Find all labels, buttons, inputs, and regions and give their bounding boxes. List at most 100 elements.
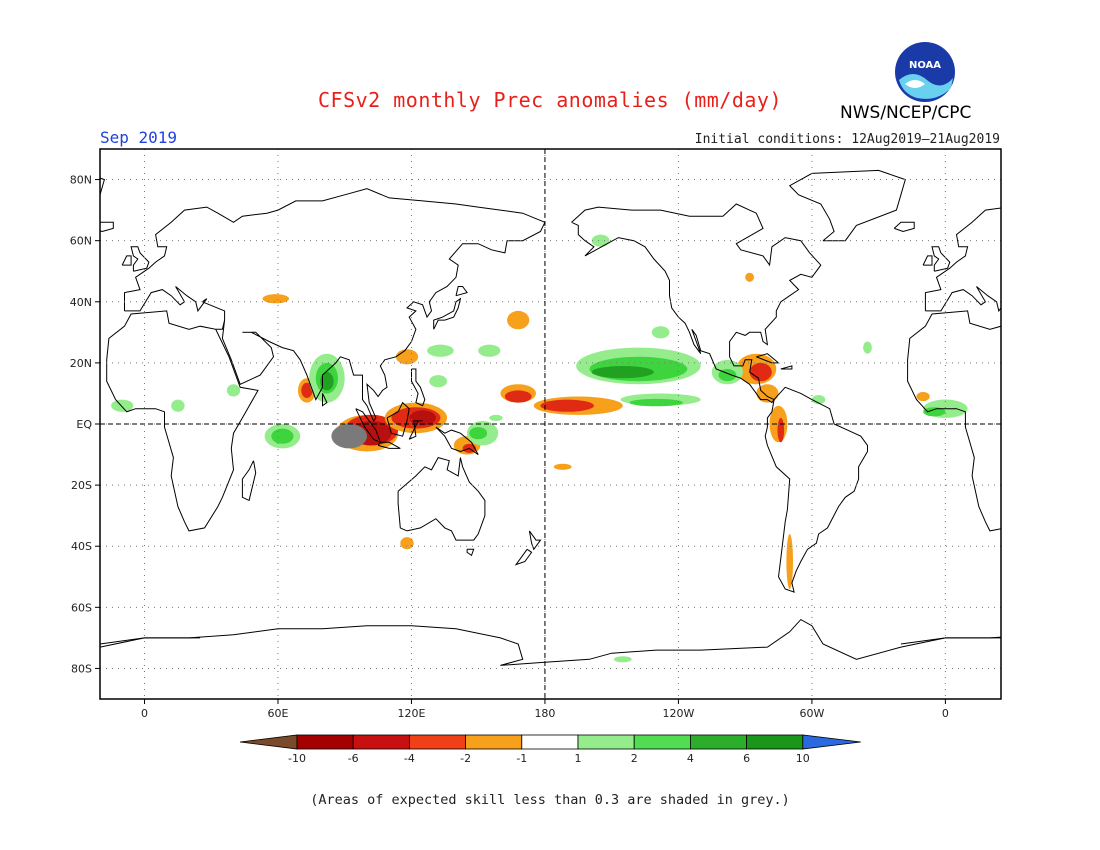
coastline-borneo (386, 401, 410, 437)
anomaly-red (749, 362, 772, 382)
colorbar-arrow-low (239, 734, 298, 750)
coastline-ireland (121, 255, 132, 266)
anomaly-orange (553, 463, 572, 470)
coastline-java (377, 441, 401, 449)
anomaly-red (504, 390, 532, 403)
anomaly-light-green (591, 234, 610, 247)
colorbar-label: -10 (288, 752, 306, 765)
lon-label: 180 (534, 707, 555, 720)
anomaly-green (923, 407, 946, 417)
colorbar-swatch (521, 734, 579, 750)
lon-label: 0 (942, 707, 949, 720)
anomaly-orange (507, 310, 530, 330)
colorbar-label: 2 (631, 752, 638, 765)
coastline-japan (433, 297, 462, 330)
agency-label: NWS/NCEP/CPC (840, 103, 972, 123)
colorbar-swatch (408, 734, 466, 750)
anomaly-green (629, 398, 683, 407)
lon-label: 120W (662, 707, 694, 720)
coastline-europe (924, 207, 1001, 311)
coastline-tasmania (466, 548, 475, 557)
coastline-medsouth (124, 286, 226, 330)
coastline-madagascar (241, 460, 257, 502)
colorbar-swatch (690, 734, 748, 750)
anomaly-dark-red (409, 410, 436, 426)
coastline-uk (130, 246, 150, 272)
coastline-greenland (788, 169, 906, 242)
colorbar-label: 1 (575, 752, 582, 765)
colorbar: -10 -6 -4 -2 -1 1 2 4 6 10 (239, 734, 861, 765)
colorbar-label: -1 (516, 752, 527, 765)
logo-text: NOAA (909, 60, 941, 71)
longitude-labels: 0 60E 120E 180 120W 60W 0 (141, 699, 949, 720)
coastline-madagascar (1043, 461, 1056, 501)
colorbar-label: -4 (404, 752, 415, 765)
anomaly-light-green (489, 414, 503, 421)
anomaly-orange (786, 534, 793, 589)
colorbar-swatch (465, 734, 523, 750)
coastline-sulawesi (408, 420, 423, 440)
anomaly-light-green (111, 399, 134, 412)
colorbar-label: 10 (796, 752, 810, 765)
noaa-logo: NOAA (895, 42, 955, 102)
skill-note: (Areas of expected skill less than 0.3 a… (310, 792, 790, 808)
anomaly-light-green (811, 395, 826, 405)
anomaly-grey (331, 424, 368, 449)
anomaly-light-green (613, 656, 632, 663)
colorbar-swatch (633, 734, 691, 750)
coastline-srilanka (322, 393, 328, 407)
coastline-africa (907, 310, 1001, 532)
coastline-newguinea (435, 426, 479, 456)
colorbar-swatch (746, 734, 804, 750)
anomaly-dark-green (320, 372, 334, 391)
lat-label: 60S (71, 601, 92, 614)
coastline-n_america (571, 203, 822, 404)
coastline-n_america (0, 204, 20, 403)
coastline-nz_south (514, 548, 533, 566)
anomaly-orange (400, 537, 414, 550)
coastline-medsouth (925, 286, 1001, 313)
anomaly-light-green (863, 341, 872, 354)
anomaly-green (271, 428, 294, 444)
coastline-asia_south (1023, 222, 1100, 421)
anomaly-light-green (478, 344, 501, 357)
lat-label: 20S (71, 479, 92, 492)
anomaly-red (777, 417, 785, 443)
coastline-s_america (764, 386, 868, 593)
anomaly-orange (756, 384, 779, 403)
anomaly-light-green (429, 375, 448, 388)
coastline-iceland (893, 221, 915, 233)
coastline-s_america (0, 387, 67, 592)
colorbar-label: -2 (460, 752, 471, 765)
lat-label: 80N (70, 174, 92, 187)
colorbar-swatch (352, 734, 410, 750)
anomaly-light-green (226, 384, 241, 397)
lat-label: 20N (70, 357, 92, 370)
anomaly-green (469, 427, 488, 440)
lon-label: 120E (397, 707, 425, 720)
colorbar-label: 6 (743, 752, 750, 765)
anomaly-light-green (171, 399, 185, 412)
coastline-nz_north (528, 530, 542, 551)
colorbar-swatch (296, 734, 354, 750)
anomaly-dark-green (591, 366, 654, 379)
anomaly-orange (262, 294, 290, 304)
latitude-labels: 80N 60N 40N 20N EQ 20S 40S 60S 80S (70, 174, 100, 675)
coastline-australia (397, 457, 486, 541)
anomaly-red (540, 399, 594, 412)
lon-label: 0 (141, 707, 148, 720)
colorbar-label: -6 (348, 752, 359, 765)
lat-label: 40N (70, 296, 92, 309)
graticule (100, 149, 1001, 699)
colorbar-swatch (577, 734, 635, 750)
coastline-uk (931, 246, 951, 272)
lat-label: 60N (70, 235, 92, 248)
lat-label: 40S (71, 540, 92, 553)
anomaly-orange (745, 272, 754, 282)
colorbar-label: 4 (687, 752, 694, 765)
lon-label: 60W (799, 707, 824, 720)
coastline-africa (106, 310, 259, 532)
coastline-europe (124, 188, 546, 311)
lat-label: EQ (76, 418, 92, 431)
anomaly-light-green (651, 326, 670, 339)
